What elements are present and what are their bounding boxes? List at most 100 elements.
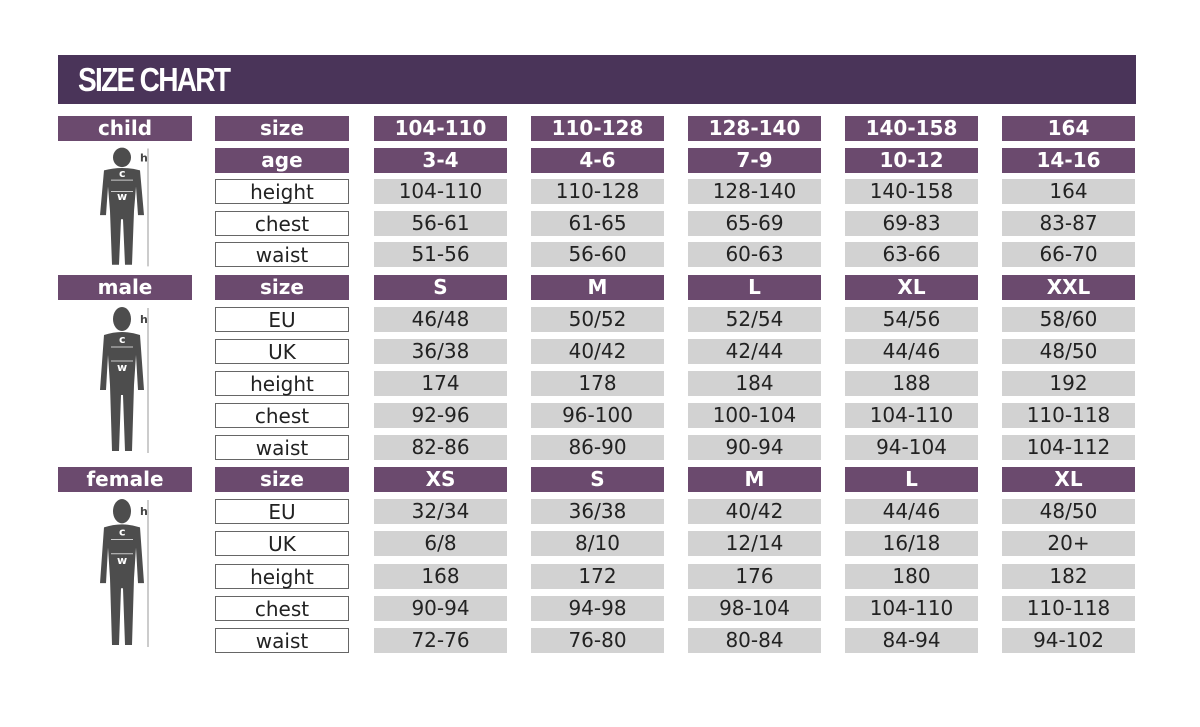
- table-cell: 178: [531, 371, 664, 396]
- table-cell: 76-80: [531, 628, 664, 653]
- table-cell: 12/14: [688, 531, 821, 556]
- category-child: child: [58, 116, 192, 141]
- figure-label-height: h: [140, 151, 148, 164]
- table-cell: 140-158: [845, 116, 978, 141]
- table-cell: 32/34: [374, 499, 507, 524]
- table-cell: 92-96: [374, 403, 507, 428]
- table-cell: S: [531, 467, 664, 492]
- table-cell: 16/18: [845, 531, 978, 556]
- table-cell: XL: [1002, 467, 1135, 492]
- table-cell: 182: [1002, 564, 1135, 589]
- table-cell: 110-118: [1002, 403, 1135, 428]
- table-cell: 50/52: [531, 307, 664, 332]
- table-cell: 10-12: [845, 148, 978, 173]
- row-label-size: size: [215, 275, 349, 300]
- table-cell: 94-102: [1002, 628, 1135, 653]
- table-cell: 48/50: [1002, 499, 1135, 524]
- table-cell: 164: [1002, 116, 1135, 141]
- size-chart-header: SIZE CHART: [58, 55, 1136, 104]
- table-cell: 94-98: [531, 596, 664, 621]
- table-cell: S: [374, 275, 507, 300]
- table-cell: 20+: [1002, 531, 1135, 556]
- table-cell: 66-70: [1002, 242, 1135, 267]
- table-cell: 4-6: [531, 148, 664, 173]
- table-cell: 69-83: [845, 211, 978, 236]
- table-cell: 44/46: [845, 499, 978, 524]
- table-cell: 164: [1002, 179, 1135, 204]
- female-silhouette-icon: h c w: [100, 499, 149, 647]
- table-cell: 128-140: [688, 116, 821, 141]
- table-cell: 128-140: [688, 179, 821, 204]
- table-cell: 8/10: [531, 531, 664, 556]
- table-cell: 60-63: [688, 242, 821, 267]
- table-cell: 104-112: [1002, 435, 1135, 460]
- figure-label-chest: c: [119, 167, 126, 180]
- row-label-chest: chest: [215, 211, 349, 236]
- table-cell: 36/38: [374, 339, 507, 364]
- table-cell: 96-100: [531, 403, 664, 428]
- table-cell: M: [531, 275, 664, 300]
- table-cell: 188: [845, 371, 978, 396]
- table-cell: 104-110: [374, 179, 507, 204]
- table-cell: 52/54: [688, 307, 821, 332]
- page-title: SIZE CHART: [78, 61, 231, 98]
- table-cell: 40/42: [531, 339, 664, 364]
- table-cell: 86-90: [531, 435, 664, 460]
- row-label-height: height: [215, 179, 349, 204]
- figure-label-height: h: [140, 505, 148, 518]
- table-cell: 44/46: [845, 339, 978, 364]
- row-label-uk: UK: [215, 339, 349, 364]
- table-cell: 14-16: [1002, 148, 1135, 173]
- table-cell: 84-94: [845, 628, 978, 653]
- table-cell: 110-128: [531, 179, 664, 204]
- row-label-eu: EU: [215, 499, 349, 524]
- table-cell: 110-118: [1002, 596, 1135, 621]
- table-cell: XL: [845, 275, 978, 300]
- table-cell: XS: [374, 467, 507, 492]
- table-cell: 63-66: [845, 242, 978, 267]
- table-cell: 90-94: [688, 435, 821, 460]
- table-cell: 46/48: [374, 307, 507, 332]
- table-cell: 58/60: [1002, 307, 1135, 332]
- table-cell: 54/56: [845, 307, 978, 332]
- figure-label-chest: c: [119, 526, 126, 539]
- row-label-waist: waist: [215, 628, 349, 653]
- table-cell: 51-56: [374, 242, 507, 267]
- row-label-height: height: [215, 371, 349, 396]
- table-cell: 168: [374, 564, 507, 589]
- table-cell: 72-76: [374, 628, 507, 653]
- row-label-height: height: [215, 564, 349, 589]
- table-cell: 3-4: [374, 148, 507, 173]
- table-cell: 180: [845, 564, 978, 589]
- table-cell: 140-158: [845, 179, 978, 204]
- table-cell: 65-69: [688, 211, 821, 236]
- table-cell: 40/42: [688, 499, 821, 524]
- figure-label-waist: w: [117, 361, 127, 374]
- table-cell: 48/50: [1002, 339, 1135, 364]
- table-cell: 110-128: [531, 116, 664, 141]
- row-label-eu: EU: [215, 307, 349, 332]
- row-label-uk: UK: [215, 531, 349, 556]
- table-cell: 56-61: [374, 211, 507, 236]
- table-cell: 80-84: [688, 628, 821, 653]
- table-cell: 100-104: [688, 403, 821, 428]
- figure-label-waist: w: [117, 190, 127, 203]
- table-cell: L: [845, 467, 978, 492]
- table-cell: 104-110: [845, 596, 978, 621]
- table-cell: 42/44: [688, 339, 821, 364]
- table-cell: 174: [374, 371, 507, 396]
- table-cell: 94-104: [845, 435, 978, 460]
- table-cell: 192: [1002, 371, 1135, 396]
- row-label-chest: chest: [215, 403, 349, 428]
- table-cell: 90-94: [374, 596, 507, 621]
- row-label-waist: waist: [215, 435, 349, 460]
- table-cell: 184: [688, 371, 821, 396]
- table-cell: L: [688, 275, 821, 300]
- table-cell: 36/38: [531, 499, 664, 524]
- table-cell: 56-60: [531, 242, 664, 267]
- figure-label-height: h: [140, 313, 148, 326]
- table-cell: XXL: [1002, 275, 1135, 300]
- row-label-age: age: [215, 148, 349, 173]
- table-cell: 7-9: [688, 148, 821, 173]
- figure-label-waist: w: [117, 554, 127, 567]
